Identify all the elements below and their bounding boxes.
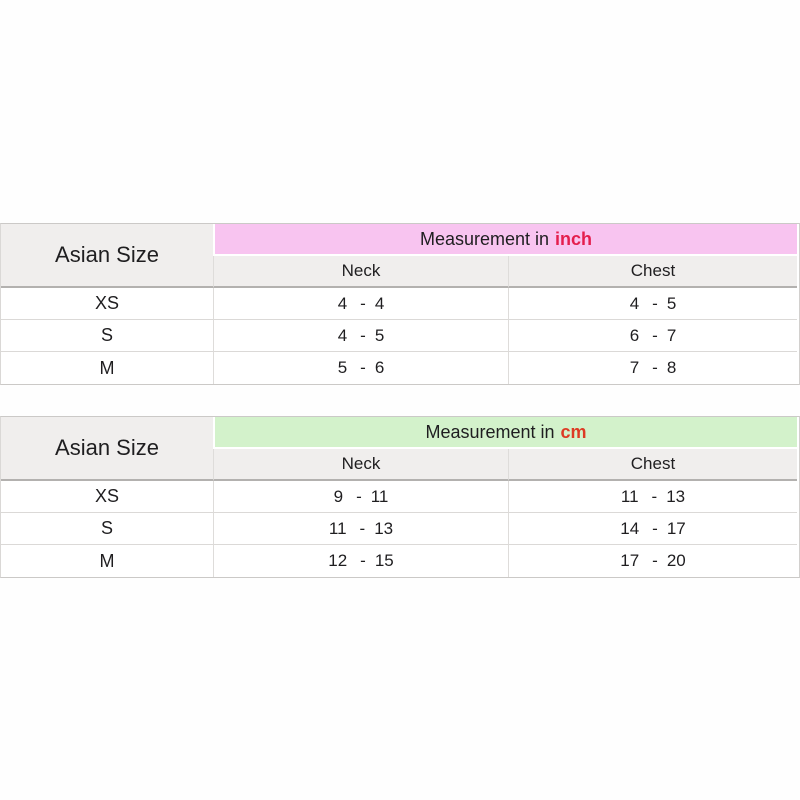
range-max: 15	[374, 551, 394, 570]
range-min: 5	[337, 358, 348, 377]
range-dash: -	[652, 551, 658, 570]
range-max: 13	[374, 518, 394, 538]
range-min: 6	[629, 325, 640, 345]
corner-label: Asian Size	[55, 435, 159, 460]
size-label: S	[1, 320, 213, 352]
range-min: 4	[629, 293, 640, 313]
band-unit-inch: inch	[555, 228, 593, 249]
range-max: 5	[374, 325, 385, 345]
neck-range: 12 - 15	[213, 545, 508, 577]
chest-range: 7 - 8	[508, 352, 797, 384]
range-min: 12	[328, 551, 348, 570]
range-dash: -	[360, 358, 366, 377]
column-header-neck: Neck	[213, 256, 508, 288]
range-max: 4	[374, 293, 385, 313]
range-dash: -	[360, 325, 366, 345]
neck-range: 4 - 4	[213, 288, 508, 320]
range-dash: -	[360, 551, 366, 570]
measurement-band-inch: Measurement in inch	[213, 224, 797, 256]
range-max: 13	[666, 486, 686, 506]
range-dash: -	[360, 293, 366, 313]
chest-range: 11 - 13	[508, 481, 797, 513]
range-min: 4	[337, 293, 348, 313]
band-prefix: Measurement in	[419, 228, 550, 249]
size-label: M	[1, 352, 213, 384]
range-dash: -	[359, 518, 366, 538]
range-dash: -	[356, 486, 362, 506]
range-min: 9	[333, 486, 344, 506]
column-header-neck: Neck	[213, 449, 508, 481]
range-max: 7	[666, 325, 677, 345]
column-header-chest: Chest	[508, 449, 797, 481]
range-max: 6	[374, 358, 385, 377]
range-min: 7	[629, 358, 640, 377]
chest-range: 14 - 17	[508, 513, 797, 545]
neck-range: 4 - 5	[213, 320, 508, 352]
band-unit-cm: cm	[560, 421, 587, 442]
range-dash: -	[652, 293, 658, 313]
chest-range: 17 - 20	[508, 545, 797, 577]
range-max: 8	[666, 358, 677, 377]
range-min: 17	[620, 551, 640, 570]
range-max: 20	[666, 551, 686, 570]
size-label: M	[1, 545, 213, 577]
range-dash: -	[652, 358, 658, 377]
neck-range: 11 - 13	[213, 513, 508, 545]
range-dash: -	[652, 518, 658, 538]
range-max: 11	[370, 486, 389, 506]
range-max: 5	[666, 293, 677, 313]
column-header-chest: Chest	[508, 256, 797, 288]
size-label: XS	[1, 288, 213, 320]
chest-range: 4 - 5	[508, 288, 797, 320]
range-min: 11	[620, 486, 639, 506]
range-min: 4	[337, 325, 348, 345]
range-dash: -	[651, 486, 658, 506]
chest-range: 6 - 7	[508, 320, 797, 352]
range-max: 17	[666, 518, 686, 538]
size-label: S	[1, 513, 213, 545]
band-prefix: Measurement in	[425, 421, 555, 442]
range-dash: -	[652, 325, 658, 345]
size-label: XS	[1, 481, 213, 513]
range-min: 14	[620, 518, 640, 538]
corner-header-asian-size: Asian Size	[1, 417, 213, 481]
neck-range: 5 - 6	[213, 352, 508, 384]
corner-label: Asian Size	[55, 242, 159, 267]
size-table-cm: Asian Size Measurement in cm Neck Chest …	[0, 416, 800, 578]
size-table-inch: Asian Size Measurement in inch Neck Ches…	[0, 223, 800, 385]
measurement-band-cm: Measurement in cm	[213, 417, 797, 449]
corner-header-asian-size: Asian Size	[1, 224, 213, 288]
neck-range: 9 - 11	[213, 481, 508, 513]
range-min: 11	[328, 518, 347, 538]
